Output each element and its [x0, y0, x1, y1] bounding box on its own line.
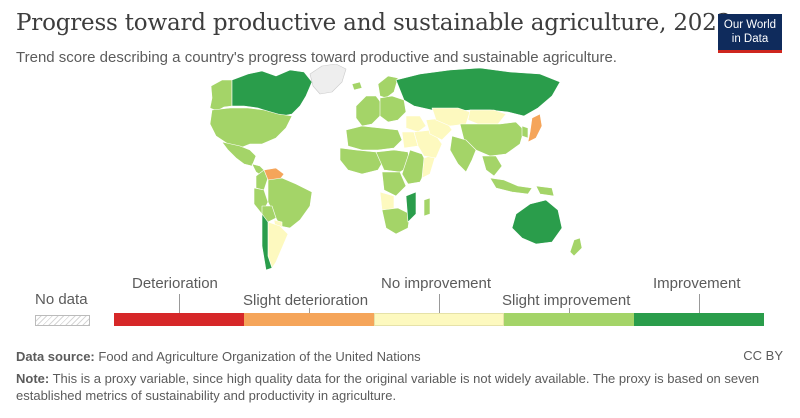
chart-subtitle: Trend score describing a country's progr…	[16, 49, 617, 66]
legend-label-no-improvement: No improvement	[381, 275, 492, 292]
region-north-africa[interactable]	[345, 125, 403, 151]
legend-tick-no-improvement	[439, 294, 440, 313]
region-canada[interactable]	[231, 69, 313, 117]
legend-tick-deterioration	[179, 294, 180, 313]
region-alaska[interactable]	[209, 79, 233, 112]
legend-tick-slight-improvement	[569, 308, 570, 313]
region-dr-congo[interactable]	[381, 171, 407, 197]
region-chile[interactable]	[261, 213, 273, 271]
owid-logo[interactable]: Our World in Data	[718, 14, 782, 53]
region-mexico[interactable]	[221, 141, 257, 167]
data-source-text[interactable]: Food and Agriculture Organization of the…	[98, 349, 421, 364]
legend-label-deterioration: Deterioration	[132, 275, 218, 292]
legend-label-slight-deterioration: Slight deterioration	[243, 292, 369, 309]
region-argentina[interactable]	[267, 221, 289, 269]
region-indonesia[interactable]	[489, 177, 533, 195]
legend-bar-slight-improvement[interactable]	[504, 313, 634, 326]
region-iceland[interactable]	[351, 81, 363, 91]
region-united-states[interactable]	[209, 107, 293, 149]
note: Note: This is a proxy variable, since hi…	[16, 370, 784, 404]
region-southeast-asia[interactable]	[481, 155, 503, 177]
region-korea[interactable]	[521, 125, 529, 139]
region-middle-east[interactable]	[405, 115, 427, 133]
region-east-africa[interactable]	[401, 149, 429, 185]
region-western-europe[interactable]	[355, 95, 383, 127]
data-source: Data source: Food and Agriculture Organi…	[16, 348, 421, 365]
legend-no-data-label: No data	[35, 291, 88, 308]
region-scandinavia[interactable]	[377, 75, 399, 99]
region-mozambique[interactable]	[405, 191, 417, 223]
logo-line-1: Our World	[723, 19, 777, 31]
data-source-label: Data source:	[16, 349, 95, 364]
region-west-africa[interactable]	[339, 147, 385, 175]
license-link[interactable]: CC BY	[743, 348, 783, 363]
region-papua-new-guinea[interactable]	[535, 185, 555, 197]
legend-bar-deterioration[interactable]	[114, 313, 244, 326]
region-mongolia[interactable]	[467, 109, 507, 125]
region-new-zealand[interactable]	[569, 237, 583, 257]
legend-no-data-swatch	[35, 315, 90, 326]
region-eastern-europe[interactable]	[379, 95, 407, 123]
legend-bar-slight-deterioration[interactable]	[244, 313, 374, 326]
note-label: Note:	[16, 371, 50, 386]
legend-label-improvement: Improvement	[653, 275, 741, 292]
legend-tick-improvement	[699, 294, 700, 313]
region-japan[interactable]	[527, 113, 543, 143]
region-russia[interactable]	[395, 67, 561, 117]
legend-bar-no-improvement[interactable]	[374, 313, 504, 326]
chart-title: Progress toward productive and sustainab…	[16, 10, 732, 36]
region-southern-africa[interactable]	[381, 207, 411, 235]
logo-line-2: in Data	[731, 33, 769, 45]
legend-tick-slight-deterioration	[309, 308, 310, 313]
region-colombia[interactable]	[255, 169, 269, 191]
region-india[interactable]	[449, 135, 477, 173]
region-madagascar[interactable]	[423, 197, 431, 217]
region-greenland[interactable]	[309, 64, 347, 95]
world-map[interactable]	[0, 64, 800, 274]
legend-bar-improvement[interactable]	[634, 313, 764, 326]
region-angola[interactable]	[379, 191, 395, 211]
note-text: This is a proxy variable, since high qua…	[16, 371, 760, 403]
legend-label-slight-improvement: Slight improvement	[502, 292, 631, 309]
region-australia[interactable]	[511, 199, 563, 245]
